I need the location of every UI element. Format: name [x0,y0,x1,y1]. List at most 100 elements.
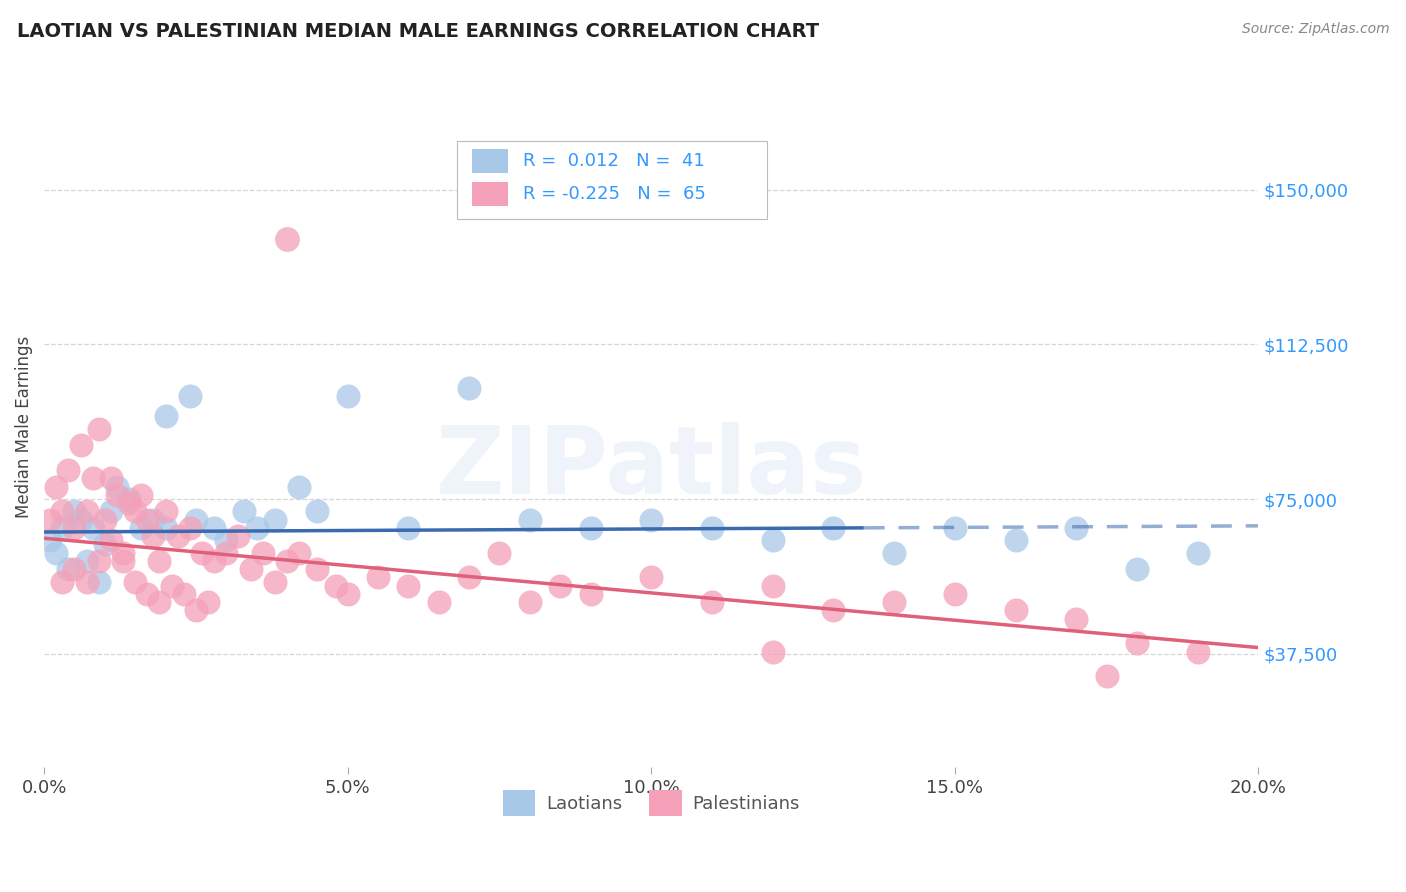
Point [1004,603,1026,617]
Point [112,546,135,560]
Point [148,595,170,609]
Point [63,562,86,576]
Point [762,579,785,593]
Point [100,471,122,485]
Point [215,533,238,548]
Point [579,587,602,601]
Point [883,546,905,560]
Point [124,504,146,518]
Point [288,546,311,560]
Point [129,488,152,502]
Point [202,521,225,535]
Point [197,595,219,609]
Point [39,533,62,548]
Point [87,554,110,568]
Point [336,389,359,403]
Point [142,513,165,527]
Point [640,570,662,584]
Point [202,554,225,568]
FancyBboxPatch shape [471,149,508,173]
Point [215,546,238,560]
Point [69,513,91,527]
Point [762,533,785,548]
Point [155,521,177,535]
Point [63,504,86,518]
Point [1095,669,1118,683]
Point [94,513,117,527]
Point [76,574,98,589]
Point [276,232,298,246]
Point [129,521,152,535]
Point [943,521,966,535]
Point [700,595,723,609]
Point [263,513,285,527]
Text: R =  0.012   N =  41: R = 0.012 N = 41 [523,153,704,170]
Point [118,491,141,506]
Point [184,513,207,527]
Point [762,645,785,659]
Text: Source: ZipAtlas.com: Source: ZipAtlas.com [1241,22,1389,37]
Point [276,554,298,568]
Point [823,521,845,535]
Point [166,529,188,543]
Y-axis label: Median Male Earnings: Median Male Earnings [15,335,32,518]
Point [69,438,91,452]
Point [883,595,905,609]
Text: ZIPatlas: ZIPatlas [436,422,868,514]
Point [179,521,201,535]
Point [458,381,481,395]
Point [148,554,170,568]
Point [1066,612,1088,626]
Point [76,554,98,568]
Point [58,562,80,576]
Point [51,574,73,589]
Point [1126,636,1149,650]
Point [100,533,122,548]
Point [548,579,571,593]
Point [45,480,67,494]
Point [228,529,250,543]
Point [58,463,80,477]
Point [1187,546,1209,560]
Point [1004,533,1026,548]
Point [82,521,104,535]
Point [488,546,510,560]
Point [63,521,86,535]
Point [105,488,128,502]
Point [307,562,329,576]
Point [239,562,262,576]
Point [1126,562,1149,576]
Point [184,603,207,617]
Point [519,595,541,609]
Point [51,504,73,518]
Point [396,579,419,593]
Point [39,513,62,527]
Point [579,521,602,535]
Point [118,496,141,510]
Point [700,521,723,535]
Point [191,546,214,560]
Point [396,521,419,535]
Point [519,513,541,527]
Point [105,480,128,494]
Point [100,504,122,518]
Point [823,603,845,617]
Point [94,537,117,551]
Point [233,504,256,518]
Point [45,546,67,560]
Point [427,595,450,609]
Point [288,480,311,494]
Point [112,554,135,568]
FancyBboxPatch shape [471,182,508,206]
Point [142,529,165,543]
Point [252,546,274,560]
Point [51,521,73,535]
Point [155,504,177,518]
Point [246,521,269,535]
Point [325,579,347,593]
FancyBboxPatch shape [457,141,766,219]
Point [336,587,359,601]
Point [173,587,195,601]
Point [458,570,481,584]
Point [307,504,329,518]
